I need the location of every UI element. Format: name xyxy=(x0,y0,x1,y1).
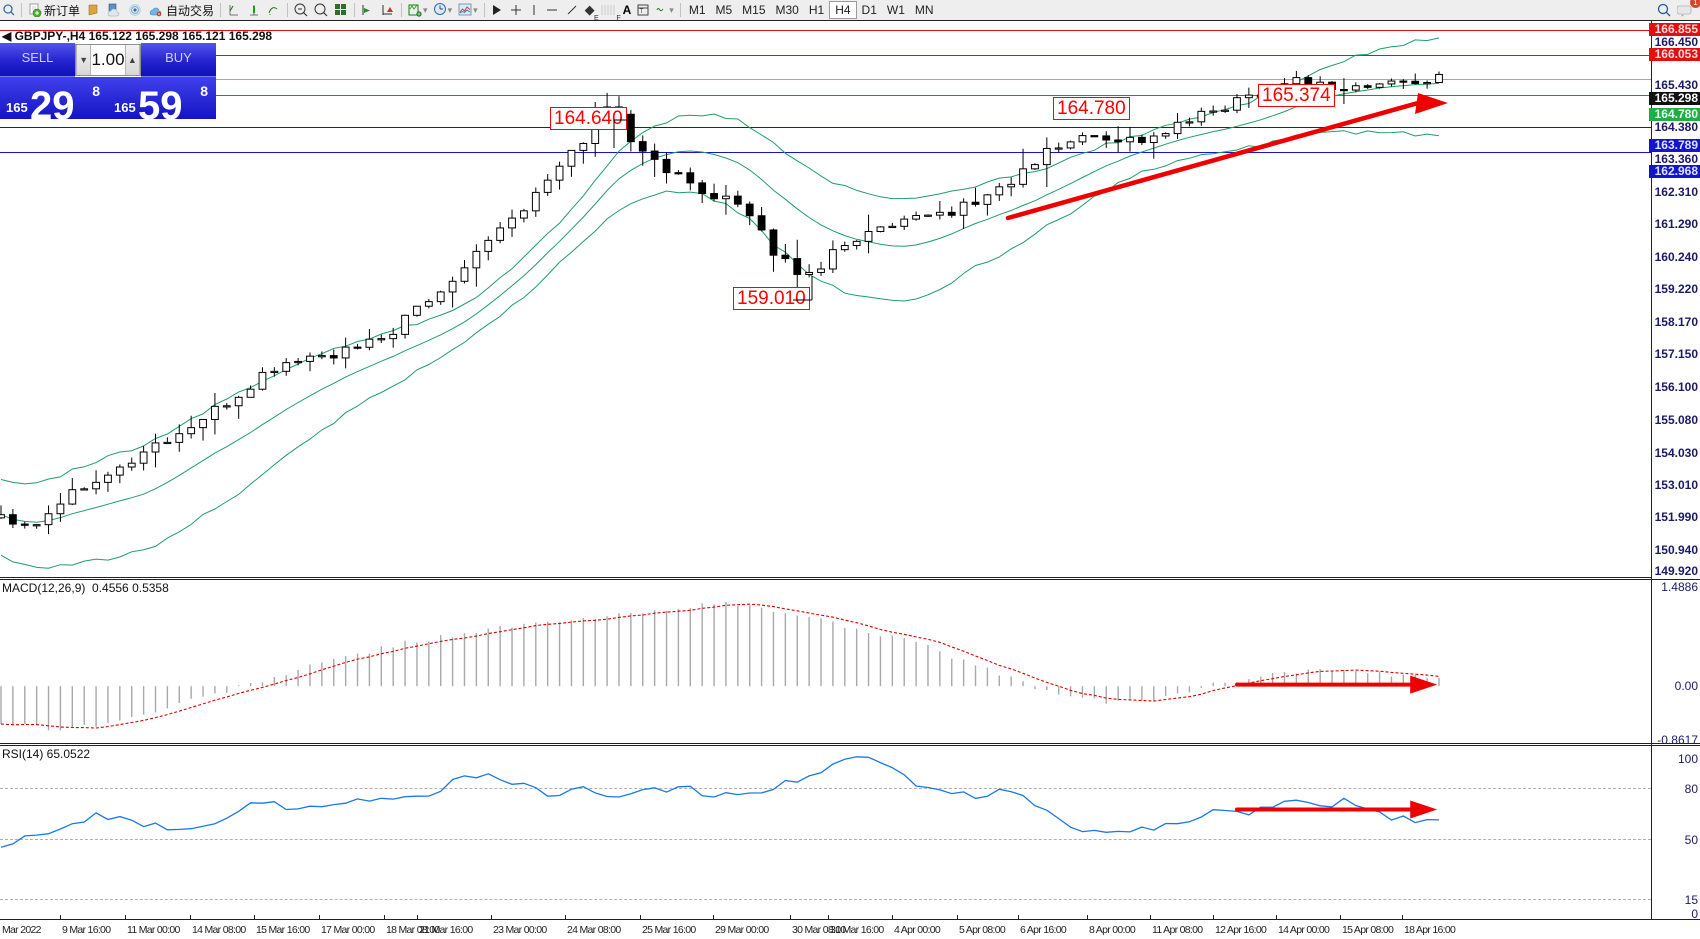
svg-text:T: T xyxy=(640,9,644,15)
